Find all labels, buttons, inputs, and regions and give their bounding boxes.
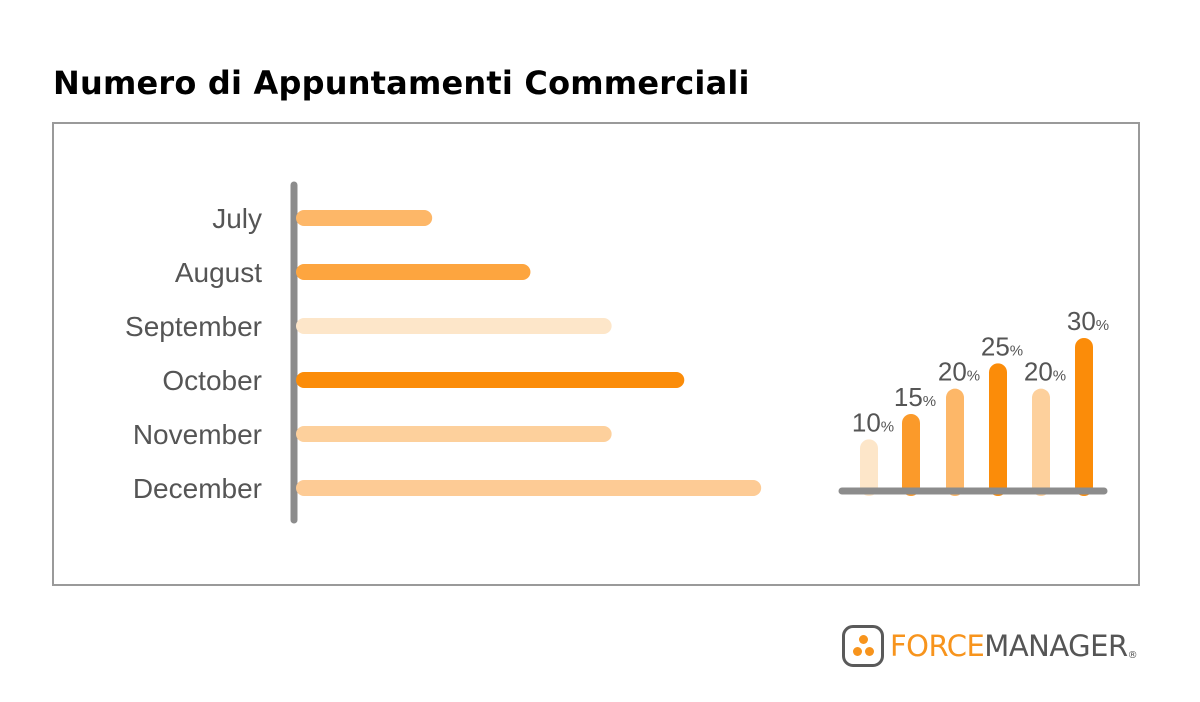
vbar-bar	[860, 439, 878, 496]
vbar-value-label: 20%	[1024, 357, 1066, 387]
vbar-bar	[1075, 338, 1093, 496]
hbar-bar	[296, 318, 612, 334]
hbar-category-label: September	[125, 311, 262, 342]
vbar-value-label: 25%	[981, 331, 1023, 361]
vbar-percent-unit: %	[1096, 317, 1109, 334]
vbar-value-label: 10%	[852, 407, 894, 437]
hbar-bar	[296, 480, 762, 496]
forcemanager-logo-icon	[842, 625, 884, 667]
vbar-value-label: 30%	[1067, 306, 1109, 336]
vbar-value-label: 15%	[894, 382, 936, 412]
logo-wordmark: FORCEMANAGER®	[890, 628, 1138, 663]
hbar-category-label: December	[133, 473, 262, 504]
vbar-bar	[989, 363, 1007, 496]
hbar-bar	[296, 426, 612, 442]
logo-text-force: FORCE	[890, 628, 985, 663]
vbar-bar	[902, 414, 920, 496]
vbar-percent-unit: %	[1010, 342, 1023, 359]
hbar-bar	[296, 264, 531, 280]
page-title: Numero di Appuntamenti Commerciali	[53, 64, 750, 102]
logo-registered-mark: ®	[1127, 649, 1138, 661]
vbar-bar	[946, 388, 964, 496]
hbar-category-label: July	[212, 203, 262, 234]
vbar-percent-unit: %	[967, 368, 980, 385]
hbar-category-label: October	[162, 365, 262, 396]
vbar-bar	[1032, 388, 1050, 496]
logo-text-manager: MANAGER	[984, 628, 1128, 663]
hbar-category-label: August	[175, 257, 262, 288]
forcemanager-logo: FORCEMANAGER®	[842, 622, 1138, 670]
vbar-value-label: 20%	[938, 357, 980, 387]
vbar-percent-unit: %	[881, 418, 894, 435]
hbar-category-label: November	[133, 419, 262, 450]
hbar-bar	[296, 210, 433, 226]
vbar-percent-unit: %	[923, 393, 936, 410]
chart-frame	[52, 122, 1140, 586]
vbar-percent-unit: %	[1053, 368, 1066, 385]
hbar-bar	[296, 372, 685, 388]
